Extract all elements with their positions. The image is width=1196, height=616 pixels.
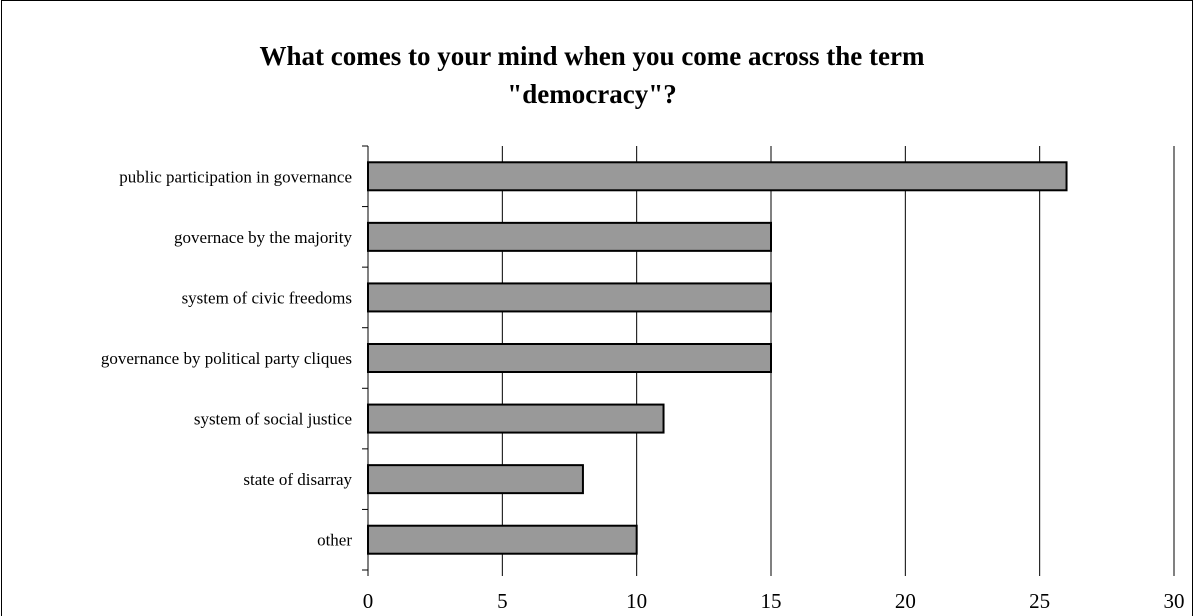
bar-4 — [367, 403, 665, 434]
category-label-0: public participation in governance — [119, 167, 352, 186]
x-tick-label-30: 30 — [1164, 589, 1185, 613]
category-label-3: governance by political party cliques — [101, 349, 352, 368]
bar-1 — [367, 221, 772, 252]
category-label-6: other — [317, 531, 352, 550]
x-tick-label-10: 10 — [626, 589, 647, 613]
x-tick-label-0: 0 — [363, 589, 374, 613]
bar-0 — [367, 161, 1068, 192]
axes — [362, 145, 1175, 576]
category-label-5: state of disarray — [243, 470, 352, 489]
category-label-1: governace by the majority — [174, 228, 352, 247]
x-tick-label-15: 15 — [761, 589, 782, 613]
bar-6 — [367, 524, 638, 555]
chart-title: What comes to your mind when you come ac… — [0, 37, 1188, 113]
tick-labels: 0 5 10 15 20 25 30 — [363, 589, 1185, 613]
bar-2 — [367, 282, 772, 313]
x-tick-label-20: 20 — [895, 589, 916, 613]
bar-5 — [367, 464, 584, 495]
chart-title-line-2: "democracy"? — [507, 79, 677, 109]
x-tick-label-5: 5 — [497, 589, 508, 613]
category-labels: public participation in governance govern… — [101, 167, 353, 549]
chart-title-line-1: What comes to your mind when you come ac… — [259, 41, 925, 71]
x-tick-label-25: 25 — [1029, 589, 1050, 613]
category-label-2: system of civic freedoms — [182, 288, 352, 307]
bar-3 — [367, 343, 772, 373]
category-label-4: system of social justice — [194, 410, 352, 429]
bars — [367, 161, 1068, 555]
